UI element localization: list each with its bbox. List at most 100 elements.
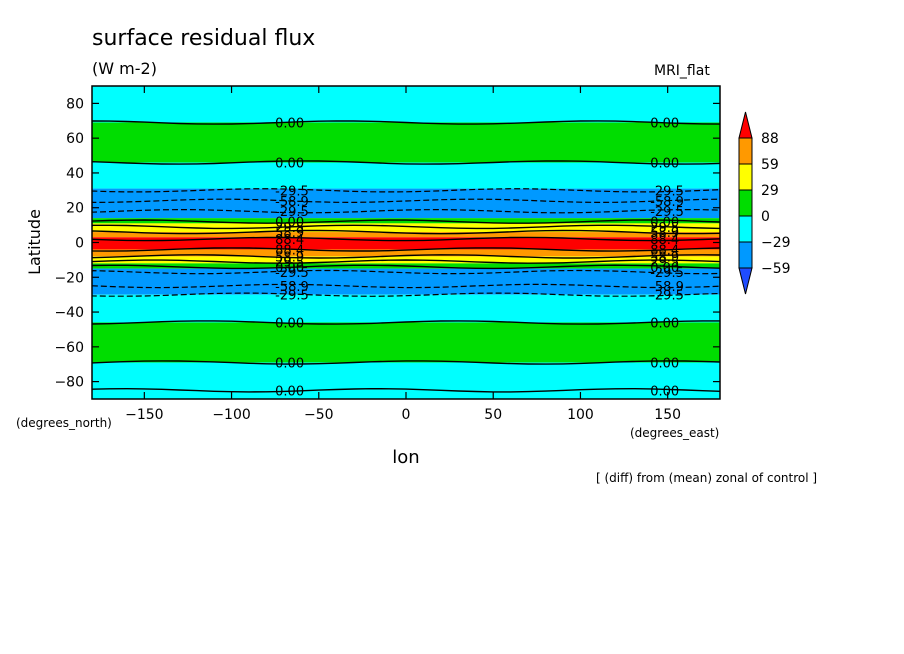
contour-label: 0.00: [650, 261, 679, 276]
colorbar-label: 88: [761, 131, 779, 147]
contour-label: 58.9: [650, 250, 679, 265]
footnote: [ (diff) from (mean) zonal of control ]: [596, 471, 817, 485]
contour-line-10: [92, 254, 720, 259]
contour-label: 0.00: [650, 384, 679, 399]
colorbar-bottom-arrow: [738, 267, 753, 295]
y-tick-label: −20: [54, 270, 84, 286]
band-13: [92, 322, 720, 363]
contour-label: 58.9: [275, 226, 304, 241]
model-label: MRI_flat: [654, 63, 710, 79]
contour-label: -58.9: [650, 195, 684, 210]
y-tick-label: 20: [66, 201, 84, 217]
y-tick-label: 0: [75, 236, 84, 252]
contour-line-9: [92, 247, 720, 252]
contour-label: -29.5: [275, 205, 309, 220]
y-tick-label: 80: [66, 96, 84, 112]
colorbar-segment: [738, 137, 753, 165]
y-tick-label: 40: [66, 166, 84, 182]
contour-label: 88.4: [275, 233, 304, 248]
contour-label: -29.5: [650, 184, 684, 199]
x-tick-label: 100: [567, 407, 594, 423]
contour-line-5: [92, 219, 720, 224]
contour-line-1: [92, 160, 720, 165]
contour-label: 0.00: [650, 117, 679, 132]
band-2: [92, 162, 720, 189]
contour-label: 88.4: [650, 233, 679, 248]
contour-label: 88.4: [650, 243, 679, 258]
colorbar-top-arrow: [738, 111, 753, 139]
x-tick-label: 150: [654, 407, 681, 423]
contour-line-8: [92, 236, 720, 242]
contour-label: 0.00: [275, 356, 304, 371]
y-tick-label: −60: [54, 340, 84, 356]
contour-label: 58.9: [650, 226, 679, 241]
contour-line-13: [92, 269, 720, 275]
contour-label: -29.5: [275, 184, 309, 199]
contour-label: -29.5: [275, 266, 309, 281]
contour-line-4: [92, 208, 720, 214]
contour-line-16: [92, 320, 720, 325]
band-12: [92, 294, 720, 323]
colorbar-label: −59: [761, 261, 791, 277]
contour-label: 58.9: [275, 250, 304, 265]
band-6: [92, 232, 720, 238]
contour-label: 0.00: [650, 356, 679, 371]
contour-label: 29.5: [275, 221, 304, 236]
contour-label: -58.9: [275, 280, 309, 295]
y-units-label: (degrees_north): [16, 416, 112, 430]
contour-label: -58.9: [650, 280, 684, 295]
contour-label: 0.00: [650, 216, 679, 231]
contour-line-3: [92, 198, 720, 204]
contour-label: 29.5: [650, 221, 679, 236]
y-tick-label: 60: [66, 131, 84, 147]
contour-line-14: [92, 283, 720, 289]
contour-line-18: [92, 387, 720, 393]
y-tick-label: −40: [54, 305, 84, 321]
colorbar-label: −29: [761, 235, 791, 251]
y-tick-label: −80: [54, 375, 84, 391]
contour-label: -29.5: [650, 205, 684, 220]
contour-line-0: [92, 120, 720, 125]
x-tick-label: −150: [125, 407, 163, 423]
y-axis-label: Latitude: [25, 209, 44, 275]
contour-line-6: [92, 224, 720, 230]
chart-title: surface residual flux: [92, 26, 315, 51]
contour-label: 29.5: [650, 256, 679, 271]
colorbar-label: 0: [761, 209, 770, 225]
contour-line-12: [92, 264, 720, 270]
chart-subtitle: (W m-2): [92, 59, 157, 78]
band-3: [92, 188, 720, 219]
x-tick-label: 50: [484, 407, 502, 423]
contour-label: 0.00: [650, 157, 679, 172]
contour-line-7: [92, 229, 720, 235]
colorbar-segment: [738, 163, 753, 191]
contour-label: 0.00: [275, 216, 304, 231]
colorbar: 88 59 29 0 −29 −59: [738, 111, 791, 295]
band-8: [92, 249, 720, 257]
band-5: [92, 223, 720, 233]
contour-label: 0.00: [275, 316, 304, 331]
contour-label: 0.00: [275, 384, 304, 399]
x-tick-label: −50: [304, 407, 334, 423]
x-tick-label: 0: [402, 407, 411, 423]
x-axis-label: lon: [392, 447, 419, 468]
x-units-label: (degrees_east): [630, 426, 719, 440]
colorbar-label: 59: [761, 157, 779, 173]
contour-line-17: [92, 360, 720, 365]
x-tick-label: −100: [212, 407, 250, 423]
band-7: [92, 237, 720, 250]
colorbar-segment: [738, 189, 753, 217]
contour-label: -29.5: [275, 289, 309, 304]
colorbar-label: 29: [761, 183, 779, 199]
colorbar-segment: [738, 241, 753, 269]
contour-label: 0.00: [275, 261, 304, 276]
contour-label: 0.00: [275, 157, 304, 172]
contour-line-15: [92, 292, 720, 297]
contour-label: -58.9: [275, 195, 309, 210]
contour-label: 0.00: [275, 117, 304, 132]
contour-line-11: [92, 259, 720, 264]
plot-area: 0.00 0.000.00 0.00-29.5 -29.5-58.9 -58.9-29.…: [92, 86, 720, 399]
contour-line-2: [92, 188, 720, 193]
contour-label: 29.5: [275, 256, 304, 271]
